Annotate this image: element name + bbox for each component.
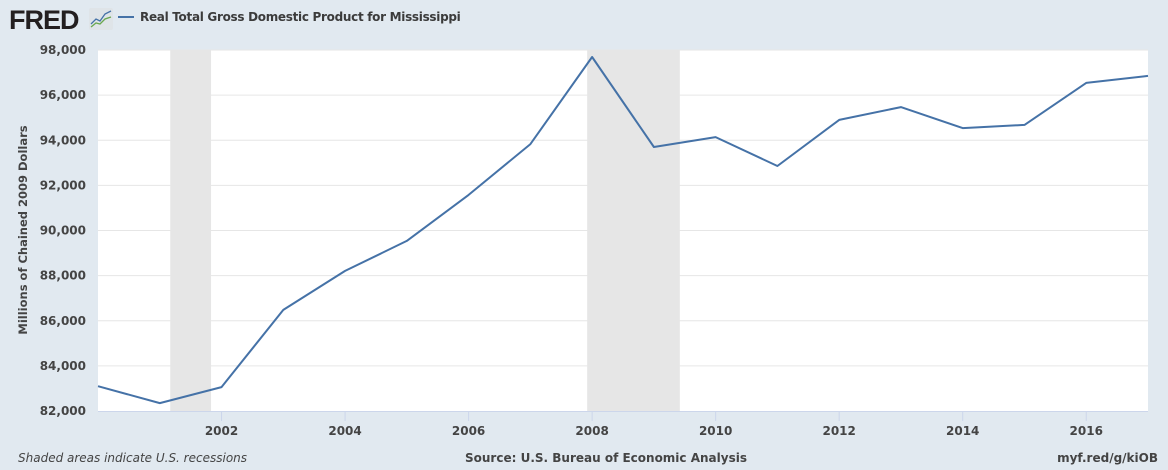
y-tick-label: 82,000 [40,404,86,418]
y-tick-label: 94,000 [40,133,86,147]
x-tick-label: 2004 [328,424,361,438]
x-tick-label: 2016 [1070,424,1103,438]
y-tick-label: 92,000 [40,178,86,192]
line-chart-icon [89,8,113,30]
y-tick-label: 90,000 [40,224,86,238]
x-tick-label: 2006 [452,424,485,438]
recession-note: Shaded areas indicate U.S. recessions [18,451,248,465]
x-tick-label: 2008 [575,424,608,438]
y-tick-label: 88,000 [40,269,86,283]
y-axis-label: Millions of Chained 2009 Dollars [16,125,30,334]
fred-logo[interactable]: FRED [9,5,79,35]
y-tick-label: 84,000 [40,359,86,373]
plot-area [97,49,1149,411]
series-line[interactable] [97,56,1149,405]
x-tick-label: 2002 [205,424,238,438]
x-tick-label: 2014 [946,424,979,438]
y-tick-label: 86,000 [40,314,86,328]
legend-label: Real Total Gross Domestic Product for Mi… [140,10,461,24]
source-note: Source: U.S. Bureau of Economic Analysis [465,451,747,465]
y-tick-label: 96,000 [40,88,86,102]
legend-swatch [118,16,134,18]
x-tick-label: 2010 [699,424,732,438]
chart-header: FRED Real Total Gross Domestic Product f… [0,0,1168,40]
legend: Real Total Gross Domestic Product for Mi… [118,10,461,24]
short-url-link[interactable]: myf.red/g/kiOB [1057,451,1158,465]
y-tick-label: 98,000 [40,43,86,57]
x-tick-label: 2012 [822,424,855,438]
y-axis: 82,000 84,000 86,000 88,000 90,000 92,000 94,0… [40,43,86,418]
x-axis: 2002 2004 2006 2008 2010 2012 2014 2016 [98,411,1148,438]
